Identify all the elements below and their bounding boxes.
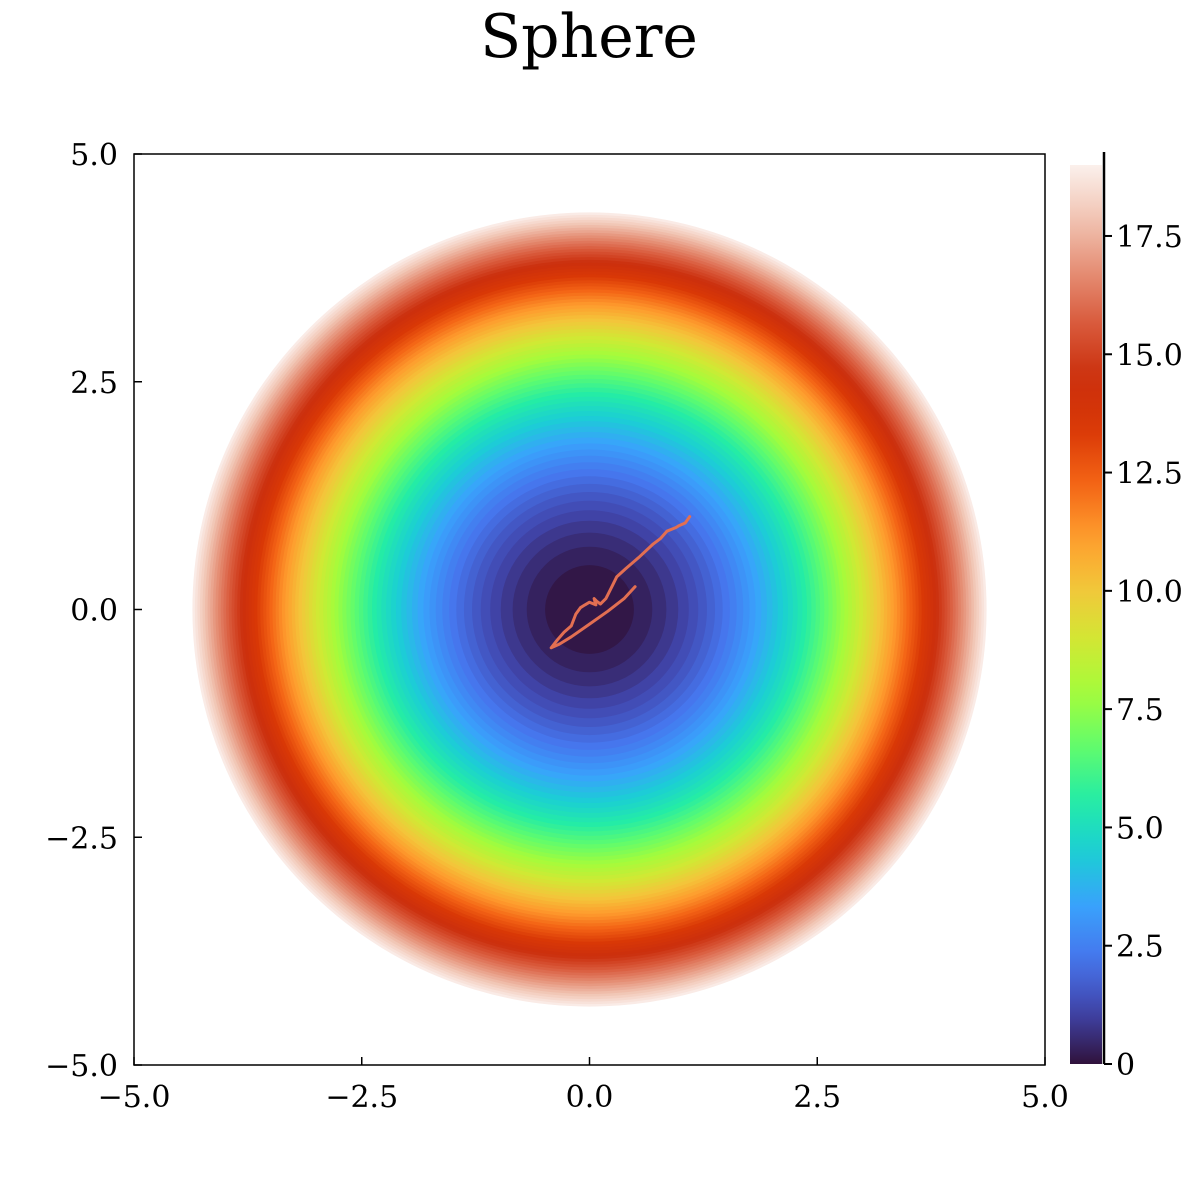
x-tick-label: −5.0: [98, 1080, 171, 1115]
x-axis-ticks: −5.0 −2.5 0.0 2.5 5.0: [98, 1057, 1069, 1115]
colorbar-tick-label: 12.5: [1116, 457, 1183, 492]
y-tick-label: 0.0: [70, 594, 118, 629]
y-tick-label: 2.5: [70, 366, 118, 401]
colorbar-tick-label: 15.0: [1116, 338, 1183, 373]
x-tick-label: 0.0: [566, 1080, 614, 1115]
y-tick-label: −5.0: [45, 1049, 118, 1084]
chart-title: Sphere: [480, 2, 698, 72]
x-tick-label: 5.0: [1021, 1080, 1069, 1115]
colorbar-tick-label: 7.5: [1116, 693, 1164, 728]
contour-fill: [192, 212, 987, 1007]
y-axis-ticks: −5.0 −2.5 0.0 2.5 5.0: [45, 138, 142, 1084]
x-tick-label: −2.5: [325, 1080, 398, 1115]
y-tick-label: −2.5: [45, 821, 118, 856]
colorbar-tick-label: 0: [1116, 1048, 1135, 1083]
colorbar-tick-label: 10.0: [1116, 575, 1183, 610]
optimization-path: [549, 515, 692, 650]
path-line: [549, 515, 692, 650]
colorbar: 0 2.5 5.0 7.5 10.0 12.5 15.0 17.5: [1070, 152, 1183, 1083]
y-tick-label: 5.0: [70, 138, 118, 173]
colorbar-tick-label: 2.5: [1116, 930, 1164, 965]
x-tick-label: 2.5: [793, 1080, 841, 1115]
colorbar-gradient: [1070, 165, 1102, 1064]
colorbar-tick-label: 17.5: [1116, 220, 1183, 255]
colorbar-tick-label: 5.0: [1116, 811, 1164, 846]
